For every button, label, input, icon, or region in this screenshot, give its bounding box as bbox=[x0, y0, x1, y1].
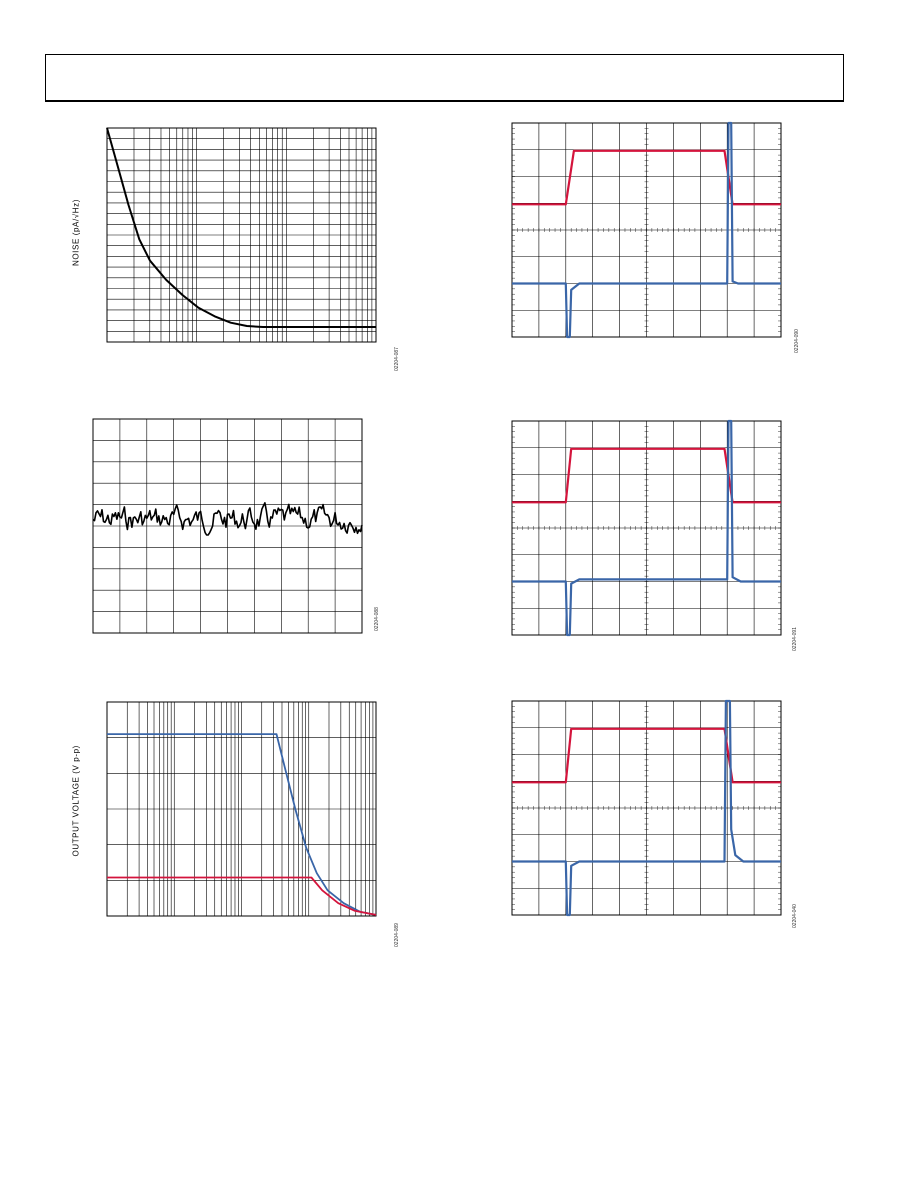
pulse-response-plot-3 bbox=[511, 699, 782, 917]
output-voltage-plot bbox=[106, 701, 377, 917]
pulse-trace-red bbox=[512, 149, 781, 206]
figure-id-090: 02204-090 bbox=[794, 329, 800, 353]
figure-id-087: 02204-087 bbox=[394, 347, 400, 371]
pulse-trace-red bbox=[512, 447, 781, 504]
pulse-response-plot-2 bbox=[511, 419, 782, 637]
pulse-trace-red bbox=[512, 727, 781, 784]
page-header bbox=[45, 54, 844, 102]
pulse-trace-blue bbox=[512, 419, 781, 637]
noise-trace bbox=[92, 502, 363, 536]
noise-density-plot bbox=[106, 127, 377, 343]
pulse-trace-blue bbox=[512, 699, 781, 917]
voltage-curve-blue bbox=[107, 733, 377, 916]
pulse-trace-blue bbox=[512, 121, 781, 339]
noise-time-plot bbox=[92, 418, 363, 634]
figure-id-091: 02204-091 bbox=[792, 627, 798, 651]
noise-curve bbox=[106, 127, 376, 328]
pulse-response-plot-1 bbox=[511, 121, 782, 339]
figure-id-088: 02204-088 bbox=[374, 607, 380, 631]
voltage-curve-red bbox=[107, 876, 377, 916]
figure-id-089: 02204-089 bbox=[394, 923, 400, 947]
output-voltage-axis-label: OUTPUT VOLTAGE (V p-p) bbox=[71, 745, 81, 857]
figure-id-040: 02204-040 bbox=[792, 904, 798, 928]
noise-axis-label: NOISE (pA/√Hz) bbox=[71, 198, 81, 267]
